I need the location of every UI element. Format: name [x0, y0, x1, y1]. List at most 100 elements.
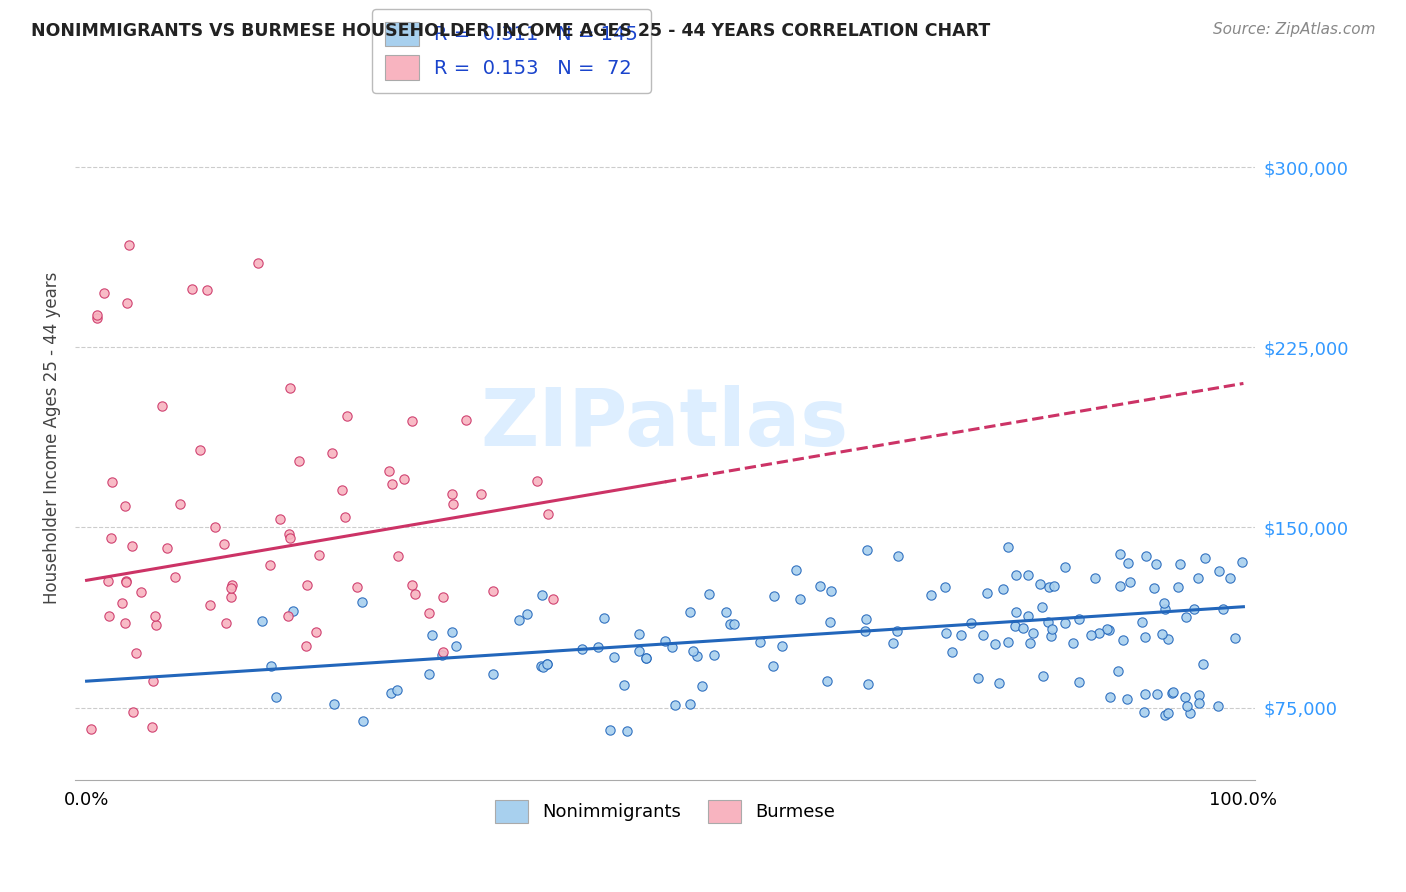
Point — [1152, 626, 1174, 640]
Point — [441, 624, 464, 639]
Point — [418, 606, 440, 620]
Point — [441, 497, 464, 511]
Point — [537, 507, 560, 521]
Point — [950, 628, 973, 642]
Point — [198, 599, 221, 613]
Point — [1153, 596, 1175, 610]
Point — [526, 475, 548, 489]
Point — [336, 409, 359, 423]
Point — [1167, 580, 1189, 594]
Point — [1194, 551, 1216, 566]
Point — [98, 608, 121, 623]
Point — [1098, 690, 1121, 704]
Point — [1146, 686, 1168, 700]
Point — [599, 723, 621, 737]
Point — [430, 648, 453, 663]
Point — [1112, 633, 1135, 648]
Point — [269, 511, 291, 525]
Point — [143, 609, 166, 624]
Point — [1080, 628, 1102, 642]
Point — [935, 626, 957, 640]
Point — [114, 499, 136, 513]
Point — [529, 659, 551, 673]
Point — [1143, 581, 1166, 595]
Point — [321, 445, 343, 459]
Point — [858, 677, 880, 691]
Point — [1206, 699, 1229, 714]
Point — [1157, 632, 1180, 646]
Y-axis label: Householder Income Ages 25 - 44 years: Householder Income Ages 25 - 44 years — [44, 271, 60, 604]
Point — [117, 238, 139, 252]
Point — [260, 658, 283, 673]
Point — [1040, 622, 1063, 636]
Point — [1004, 567, 1026, 582]
Point — [1192, 657, 1215, 672]
Point — [252, 615, 274, 629]
Point — [718, 616, 741, 631]
Point — [960, 615, 983, 630]
Point — [1135, 549, 1157, 563]
Point — [941, 645, 963, 659]
Point — [394, 472, 416, 486]
Point — [1107, 664, 1129, 678]
Point — [1032, 669, 1054, 683]
Point — [1109, 579, 1132, 593]
Point — [181, 282, 204, 296]
Point — [920, 588, 942, 602]
Point — [508, 613, 530, 627]
Point — [887, 549, 910, 564]
Point — [855, 612, 877, 626]
Point — [856, 542, 879, 557]
Point — [1168, 557, 1191, 571]
Point — [401, 578, 423, 592]
Point — [1154, 707, 1177, 722]
Point — [820, 584, 842, 599]
Point — [723, 616, 745, 631]
Point — [278, 531, 301, 545]
Point — [401, 414, 423, 428]
Point — [404, 587, 426, 601]
Point — [266, 690, 288, 704]
Point — [593, 611, 616, 625]
Point — [571, 642, 593, 657]
Point — [853, 624, 876, 639]
Point — [808, 579, 831, 593]
Point — [122, 705, 145, 719]
Point — [1038, 580, 1060, 594]
Point — [1116, 692, 1139, 706]
Point — [536, 657, 558, 672]
Point — [1036, 615, 1059, 629]
Point — [1212, 602, 1234, 616]
Point — [1144, 558, 1167, 572]
Legend: Nonimmigrants, Burmese: Nonimmigrants, Burmese — [486, 791, 844, 832]
Point — [145, 618, 167, 632]
Point — [1039, 629, 1062, 643]
Point — [188, 442, 211, 457]
Point — [1187, 571, 1209, 585]
Point — [934, 580, 956, 594]
Point — [295, 578, 318, 592]
Point — [482, 667, 505, 681]
Point — [1022, 626, 1045, 640]
Point — [1188, 689, 1211, 703]
Point — [97, 574, 120, 589]
Point — [247, 256, 270, 270]
Point — [748, 635, 770, 649]
Point — [195, 283, 218, 297]
Point — [636, 651, 658, 665]
Point — [1232, 555, 1254, 569]
Point — [634, 651, 657, 665]
Point — [1011, 621, 1033, 635]
Point — [692, 679, 714, 693]
Point — [997, 540, 1019, 554]
Point — [330, 483, 353, 498]
Point — [1153, 601, 1175, 615]
Point — [628, 644, 651, 658]
Point — [150, 400, 173, 414]
Point — [212, 537, 235, 551]
Point — [125, 646, 148, 660]
Point — [432, 590, 454, 604]
Point — [281, 604, 304, 618]
Point — [165, 570, 187, 584]
Point — [80, 722, 103, 736]
